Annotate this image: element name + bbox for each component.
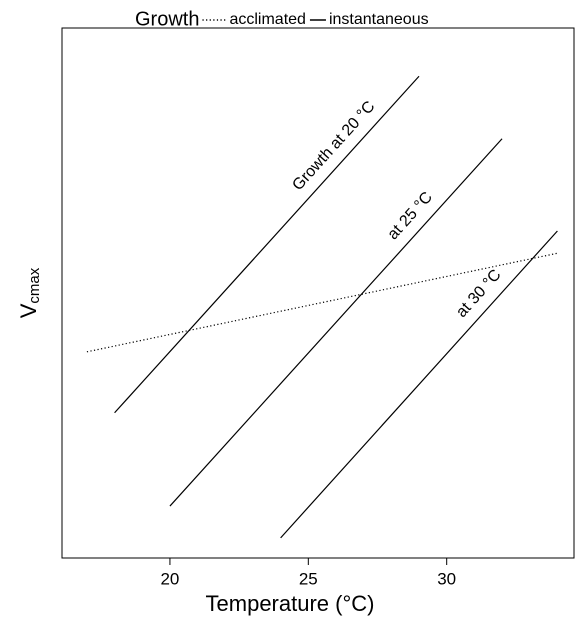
x-tick-label: 25 <box>299 569 318 588</box>
line-label: at 25 °C <box>385 189 437 243</box>
line-label: Growth at 20 °C <box>289 98 378 194</box>
legend: Growth acclimated instantaneous <box>135 8 429 30</box>
line-label: at 30 °C <box>453 267 504 321</box>
legend-title: Growth <box>135 8 199 30</box>
legend-entry: acclimated <box>229 11 305 28</box>
y-label-main: V <box>16 303 41 318</box>
line <box>280 230 558 539</box>
line <box>169 138 503 507</box>
x-tick-label: 20 <box>160 569 179 588</box>
x-tick-label: 30 <box>437 569 456 588</box>
x-axis-label: Temperature (°C) <box>206 591 375 616</box>
plot-frame <box>61 27 575 559</box>
legend-entry: instantaneous <box>329 11 429 28</box>
y-label-sub: cmax <box>26 267 43 303</box>
line <box>114 75 420 414</box>
y-axis-label: Vcmax <box>16 267 43 318</box>
line <box>86 252 558 353</box>
